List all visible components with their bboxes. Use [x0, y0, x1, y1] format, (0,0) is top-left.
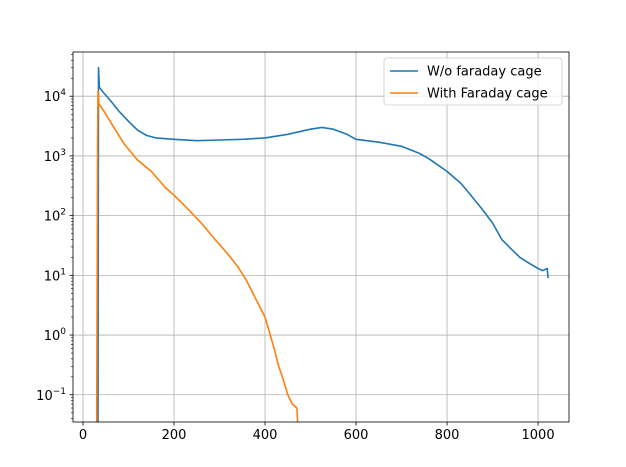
x-tick-label: 1000: [522, 428, 555, 443]
y-tick-label: 101: [44, 267, 66, 284]
series-line-1: [97, 66, 549, 422]
series-line-2: [95, 89, 299, 422]
y-tick-exponent: 2: [60, 208, 66, 218]
x-tick-label: 0: [79, 428, 87, 443]
y-tick-exponent: 3: [60, 148, 66, 158]
legend-label: W/o faraday cage: [427, 65, 542, 80]
y-tick-label: 10−1: [36, 387, 66, 404]
y-tick-label: 104: [44, 88, 67, 105]
y-tick-base: 10: [44, 210, 61, 225]
x-tick-label: 200: [162, 428, 187, 443]
y-tick-base: 10: [44, 329, 61, 344]
y-tick-label: 102: [44, 208, 66, 225]
y-tick-base: 10: [36, 389, 53, 404]
series-lines: [95, 66, 549, 422]
legend-label: With Faraday cage: [427, 87, 548, 102]
y-tick-label: 100: [44, 327, 67, 344]
y-tick-base: 10: [44, 269, 61, 284]
y-tick-exponent: 1: [60, 267, 66, 277]
y-tick-label: 103: [44, 148, 66, 165]
y-tick-exponent: 0: [60, 327, 66, 337]
plot-area: [73, 52, 569, 422]
x-tick-label: 600: [344, 428, 369, 443]
y-tick-exponent: −1: [53, 387, 66, 397]
y-tick-exponent: 4: [60, 88, 66, 98]
plot-frame: [72, 51, 570, 423]
y-tick-base: 10: [44, 90, 61, 105]
legend-box: [383, 57, 563, 106]
x-tick-label: 800: [435, 428, 460, 443]
y-tick-base: 10: [44, 150, 61, 165]
legend: W/o faraday cage With Faraday cage: [383, 57, 563, 106]
x-axis: 0 200 400 600 800 1000: [79, 422, 555, 443]
x-tick-label: 400: [253, 428, 278, 443]
